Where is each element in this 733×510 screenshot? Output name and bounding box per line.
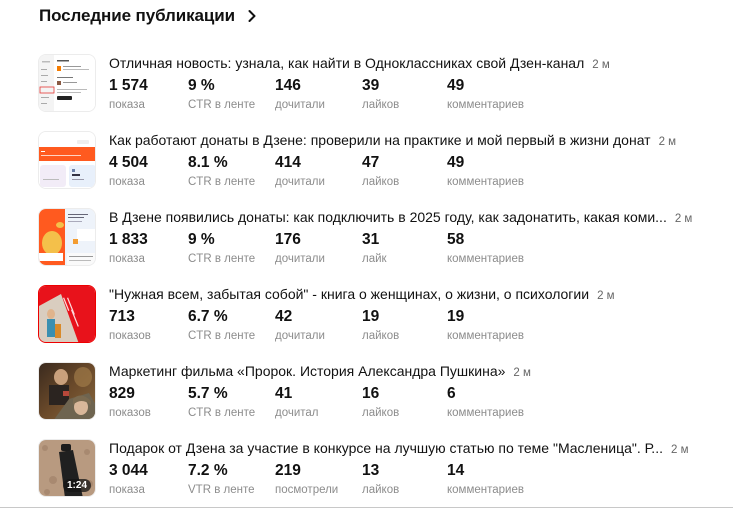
stat-ctr: 6.7 % CTR в ленте xyxy=(188,308,256,342)
publication-stats: 1 574 показа 9 % CTR в ленте 146 дочитали 3… xyxy=(109,77,709,113)
publication-stats: 713 показов 6.7 % CTR в ленте 42 дочитали 1… xyxy=(109,308,709,344)
publication-row[interactable]: Маркетинг фильма «Пророк. История Алекса… xyxy=(0,360,733,437)
publication-thumbnail[interactable] xyxy=(38,54,96,112)
publication-title[interactable]: "Нужная всем, забытая собой" - книга о ж… xyxy=(109,286,590,302)
stat-impressions: 3 044 показа xyxy=(109,462,148,496)
publication-list: Отличная новость: узнала, как найти в Од… xyxy=(0,52,733,510)
publication-title[interactable]: Как работают донаты в Дзене: проверили н… xyxy=(109,132,651,148)
stat-read-through: 414 дочитали xyxy=(275,154,325,188)
publication-stats: 1 833 показа 9 % CTR в ленте 176 дочитали 3… xyxy=(109,231,709,267)
stat-impressions: 1 574 показа xyxy=(109,77,148,111)
stat-likes: 47 лайков xyxy=(362,154,400,188)
publication-stats: 3 044 показа 7.2 % VTR в ленте 219 посмотре… xyxy=(109,462,709,498)
publication-age: 2 м xyxy=(597,290,615,302)
publication-age: 2 м xyxy=(674,213,693,225)
publication-title[interactable]: В Дзене появились донаты: как подключить… xyxy=(109,209,667,225)
publication-row[interactable]: 1:24 Подарок от Дзена за участие в конку… xyxy=(0,437,733,510)
publication-row[interactable]: Отличная новость: узнала, как найти в Од… xyxy=(0,52,733,129)
stat-impressions: 4 504 показа xyxy=(109,154,148,188)
publication-thumbnail[interactable] xyxy=(38,131,96,189)
stat-comments: 19 комментариев xyxy=(447,308,524,342)
recent-publications-header[interactable]: Последние публикации xyxy=(39,6,259,26)
stat-read-through: 146 дочитали xyxy=(275,77,325,111)
stat-ctr: 9 % CTR в ленте xyxy=(188,77,256,111)
publication-thumbnail[interactable] xyxy=(38,208,96,266)
publication-row[interactable]: Как работают донаты в Дзене: проверили н… xyxy=(0,129,733,206)
stat-comments: 6 комментариев xyxy=(447,385,524,419)
section-title: Последние публикации xyxy=(39,6,235,25)
publication-age: 2 м xyxy=(658,136,677,148)
stat-likes: 19 лайков xyxy=(362,308,400,342)
publication-title[interactable]: Маркетинг фильма «Пророк. История Алекса… xyxy=(109,363,506,379)
film-poster-thumb-icon xyxy=(39,363,95,419)
publication-title[interactable]: Отличная новость: узнала, как найти в Од… xyxy=(109,55,585,71)
red-book-cover-thumb-icon xyxy=(39,286,95,342)
publication-thumbnail[interactable]: 1:24 xyxy=(38,439,96,497)
screenshot-settings-thumb-icon xyxy=(39,55,95,111)
publication-stats: 829 показов 5.7 % CTR в ленте 41 дочитал 16… xyxy=(109,385,709,421)
video-duration-badge: 1:24 xyxy=(62,479,91,492)
publication-thumbnail[interactable] xyxy=(38,285,96,343)
stat-read-through: 41 дочитал xyxy=(275,385,319,419)
publication-row[interactable]: "Нужная всем, забытая собой" - книга о ж… xyxy=(0,283,733,360)
screenshot-donate-thumb-icon xyxy=(39,132,95,188)
publication-row[interactable]: В Дзене появились донаты: как подключить… xyxy=(0,206,733,283)
stat-comments: 58 комментариев xyxy=(447,231,524,265)
stat-ctr: 8.1 % CTR в ленте xyxy=(188,154,256,188)
publication-stats: 4 504 показа 8.1 % CTR в ленте 414 дочитали… xyxy=(109,154,709,190)
stat-likes: 13 лайков xyxy=(362,462,400,496)
stat-read-through: 42 дочитали xyxy=(275,308,325,342)
stat-impressions: 1 833 показа xyxy=(109,231,148,265)
stat-ctr: 9 % CTR в ленте xyxy=(188,231,256,265)
stat-ctr: 5.7 % CTR в ленте xyxy=(188,385,256,419)
chevron-right-icon xyxy=(248,10,256,22)
stat-impressions: 829 показов xyxy=(109,385,151,419)
stat-impressions: 713 показов xyxy=(109,308,151,342)
stat-views: 219 посмотрели xyxy=(275,462,339,496)
publication-age: 2 м xyxy=(670,444,689,456)
stat-comments: 49 комментариев xyxy=(447,154,524,188)
stat-likes: 39 лайков xyxy=(362,77,400,111)
stat-likes: 16 лайков xyxy=(362,385,400,419)
coin-donate-thumb-icon xyxy=(39,209,95,265)
publication-thumbnail[interactable] xyxy=(38,362,96,420)
publication-age: 2 м xyxy=(513,367,531,379)
divider xyxy=(0,507,733,508)
publication-title[interactable]: Подарок от Дзена за участие в конкурсе н… xyxy=(109,440,663,456)
publication-age: 2 м xyxy=(592,59,610,71)
stat-vtr: 7.2 % VTR в ленте xyxy=(188,462,255,496)
stat-read-through: 176 дочитали xyxy=(275,231,325,265)
stat-comments: 14 комментариев xyxy=(447,462,524,496)
stat-comments: 49 комментариев xyxy=(447,77,524,111)
stat-likes: 31 лайк xyxy=(362,231,387,265)
